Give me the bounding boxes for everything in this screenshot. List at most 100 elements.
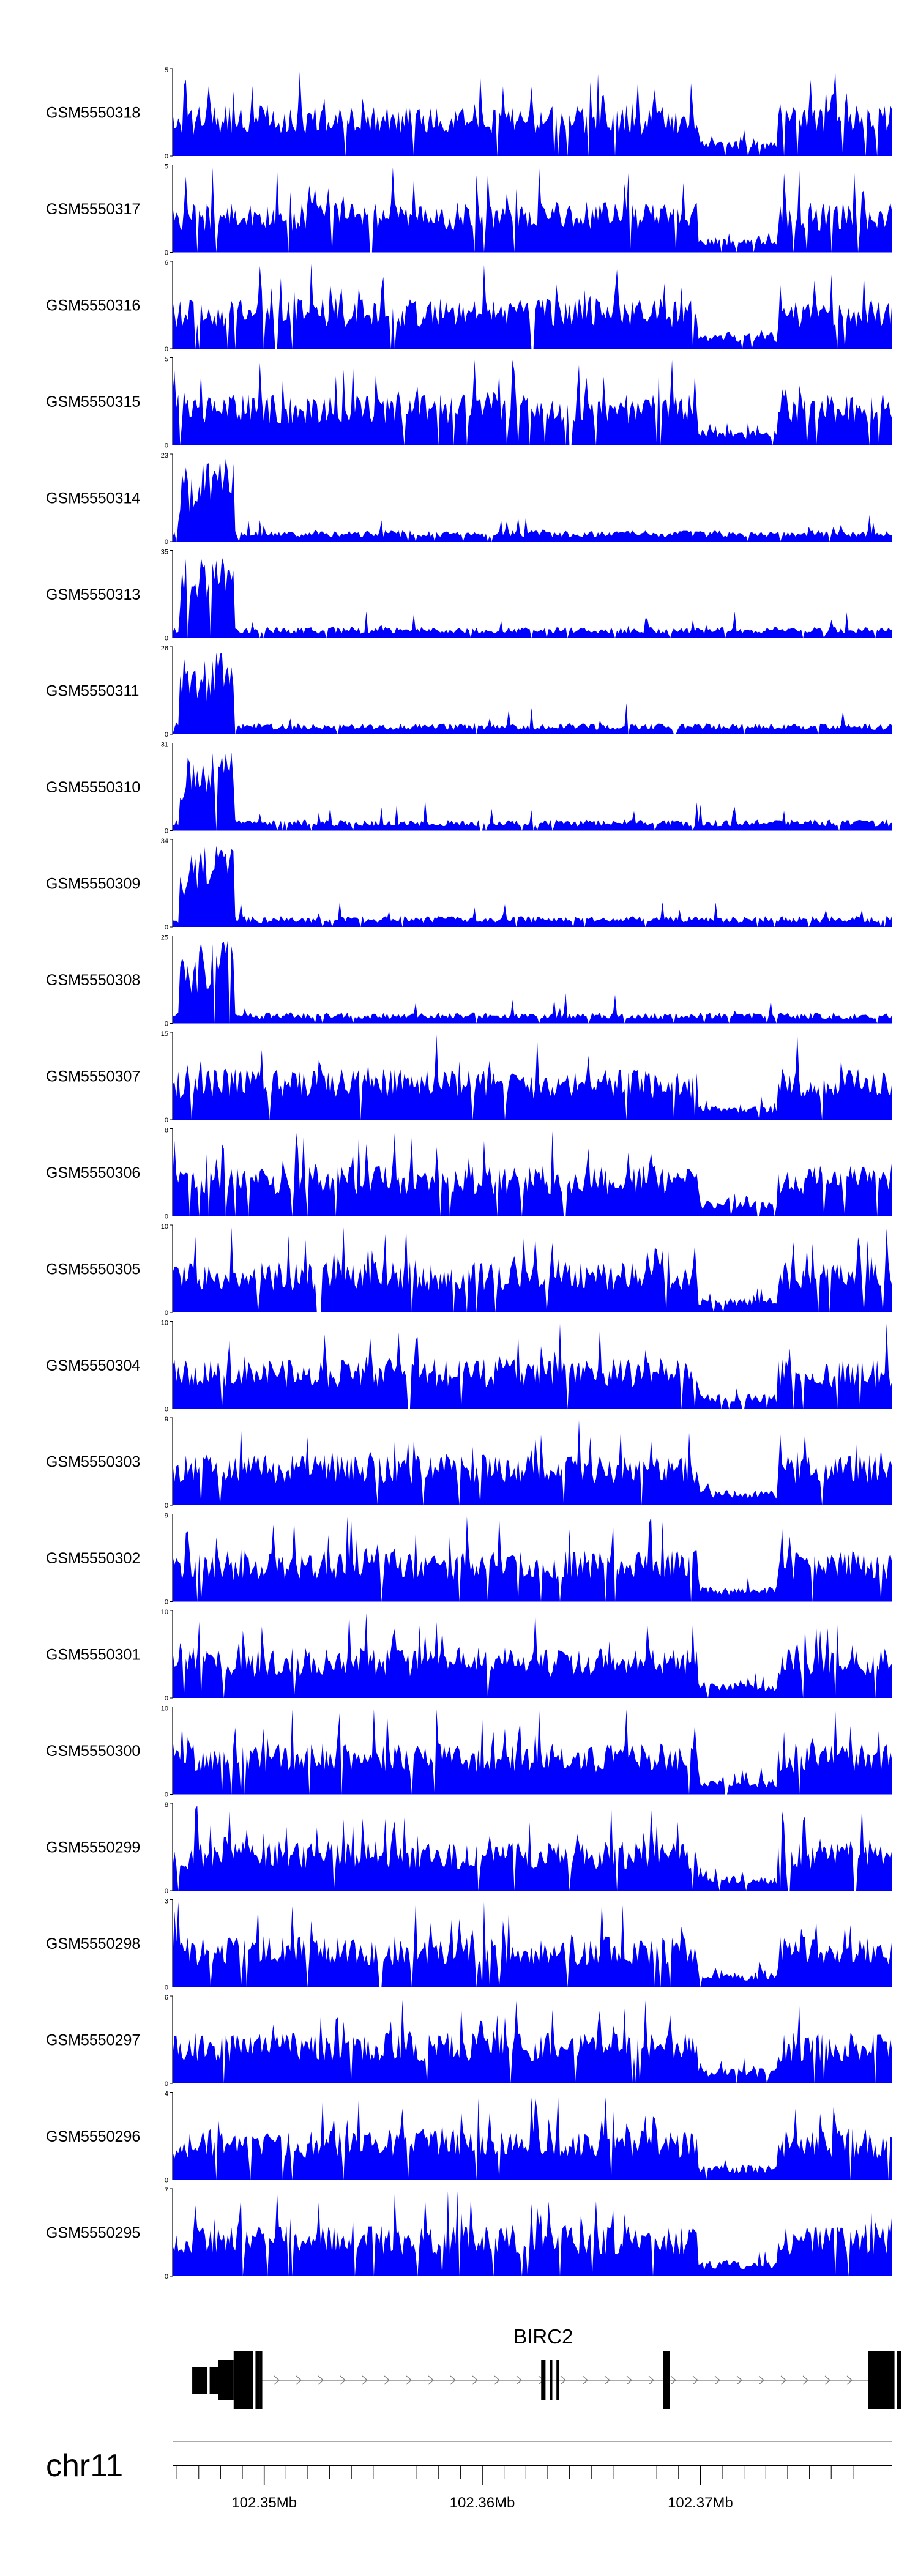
track-GSM5550313: GSM5550313 35 0 [46, 549, 892, 642]
gene-chevron [472, 2375, 479, 2385]
track-y-max-label: 23 [161, 452, 168, 460]
track-label: GSM5550309 [46, 876, 140, 893]
track-y-max-label: 10 [161, 1609, 168, 1616]
gene-chevron [802, 2375, 809, 2385]
track-y-max-label: 9 [165, 1513, 168, 1520]
track-label: GSM5550303 [46, 1454, 140, 1471]
gene-chevron [824, 2375, 831, 2385]
track-signal-area [173, 1131, 892, 1216]
track-GSM5550318: GSM5550318 5 0 [46, 67, 892, 160]
track-label: GSM5550318 [46, 105, 140, 122]
track-label: GSM5550297 [46, 2032, 140, 2049]
gene-exon [233, 2351, 253, 2409]
track-signal-area [173, 1806, 892, 1891]
signal-tracks: GSM555031850GSM555031750GSM555031660GSM5… [46, 67, 892, 2280]
gene-chevron [318, 2375, 324, 2385]
track-GSM5550295: GSM5550295 7 0 [46, 2187, 892, 2280]
gene-chevron [604, 2375, 611, 2385]
gene-chevron [406, 2375, 412, 2385]
gene-chevron [362, 2375, 368, 2385]
track-y-min-label: 0 [165, 2080, 168, 2088]
track-y-max-label: 25 [161, 934, 168, 942]
track-y-max-label: 15 [161, 1030, 168, 1038]
track-label: GSM5550301 [46, 1647, 140, 1664]
gene-exon [663, 2351, 670, 2409]
track-GSM5550300: GSM5550300 10 0 [46, 1705, 892, 1799]
genomic-axis: chr11 102.35Mb 102.36Mb 102.37Mb [46, 2441, 892, 2511]
track-y-max-label: 5 [165, 67, 168, 74]
chromosome-label: chr11 [46, 2448, 123, 2484]
gene-exon [218, 2360, 234, 2400]
axis-tick-label: 102.37Mb [668, 2495, 733, 2511]
track-label: GSM5550302 [46, 1550, 140, 1567]
gene-chevron [384, 2375, 390, 2385]
track-y-min-label: 0 [165, 153, 168, 160]
track-signal-area [173, 1420, 892, 1505]
gene-exon [868, 2351, 895, 2409]
gene-chevron [692, 2375, 699, 2385]
gene-chevron [274, 2375, 280, 2385]
track-label: GSM5550299 [46, 1839, 140, 1856]
gene-exons [192, 2351, 901, 2409]
track-y-min-label: 0 [165, 1984, 168, 1992]
track-y-max-label: 8 [165, 1801, 168, 1809]
track-y-min-label: 0 [165, 442, 168, 450]
track-y-max-label: 7 [165, 2187, 168, 2194]
track-signal-area [173, 167, 892, 253]
gene-strand-chevrons [274, 2375, 853, 2385]
track-label: GSM5550308 [46, 972, 140, 989]
track-GSM5550314: GSM5550314 23 0 [46, 452, 892, 546]
track-GSM5550315: GSM5550315 5 0 [46, 356, 892, 450]
track-y-max-label: 6 [165, 1994, 168, 2001]
track-label: GSM5550307 [46, 1068, 140, 1085]
gene-chevron [780, 2375, 787, 2385]
track-y-max-label: 3 [165, 1898, 168, 1905]
track-label: GSM5550313 [46, 586, 140, 603]
track-signal-area [173, 1709, 892, 1795]
track-y-max-label: 31 [161, 742, 168, 749]
track-signal-area [173, 1227, 892, 1312]
track-y-min-label: 0 [165, 2177, 168, 2184]
gene-chevron [428, 2375, 435, 2385]
track-y-min-label: 0 [165, 1695, 168, 1702]
track-y-max-label: 5 [165, 356, 168, 363]
track-GSM5550297: GSM5550297 6 0 [46, 1994, 892, 2088]
track-label: GSM5550296 [46, 2128, 140, 2145]
track-signal-area [173, 2191, 892, 2276]
track-signal-area [173, 1613, 892, 1698]
track-GSM5550303: GSM5550303 9 0 [46, 1416, 892, 1509]
track-signal-area [173, 2094, 892, 2180]
track-signal-area [173, 360, 892, 445]
track-GSM5550296: GSM5550296 4 0 [46, 2091, 892, 2184]
track-y-max-label: 35 [161, 549, 168, 556]
track-y-max-label: 10 [161, 1223, 168, 1230]
track-signal-area [173, 940, 892, 1024]
track-GSM5550316: GSM5550316 6 0 [46, 259, 892, 353]
gene-chevron [670, 2375, 677, 2385]
gene-chevron [846, 2375, 853, 2385]
gene-exon [541, 2360, 546, 2400]
track-signal-area [173, 652, 892, 734]
track-y-min-label: 0 [165, 924, 168, 931]
track-y-max-label: 9 [165, 1416, 168, 1423]
track-signal-area [173, 1035, 892, 1120]
track-label: GSM5550314 [46, 490, 140, 507]
track-label: GSM5550305 [46, 1261, 140, 1278]
track-label: GSM5550310 [46, 779, 140, 796]
track-GSM5550317: GSM5550317 5 0 [46, 163, 892, 257]
track-y-min-label: 0 [165, 1406, 168, 1413]
track-signal-area [173, 557, 892, 638]
track-y-max-label: 6 [165, 259, 168, 267]
gene-chevron [714, 2375, 721, 2385]
track-label: GSM5550315 [46, 393, 140, 411]
track-label: GSM5550317 [46, 201, 140, 218]
track-label: GSM5550300 [46, 1743, 140, 1760]
gene-exon [255, 2351, 260, 2409]
gene-chevron [758, 2375, 765, 2385]
track-y-min-label: 0 [165, 2273, 168, 2280]
track-GSM5550311: GSM5550311 26 0 [46, 645, 892, 739]
axis-ticks: 102.35Mb 102.36Mb 102.37Mb [176, 2466, 875, 2511]
track-signal-area [173, 752, 892, 831]
gene-exon [209, 2367, 218, 2394]
track-y-min-label: 0 [165, 635, 168, 642]
